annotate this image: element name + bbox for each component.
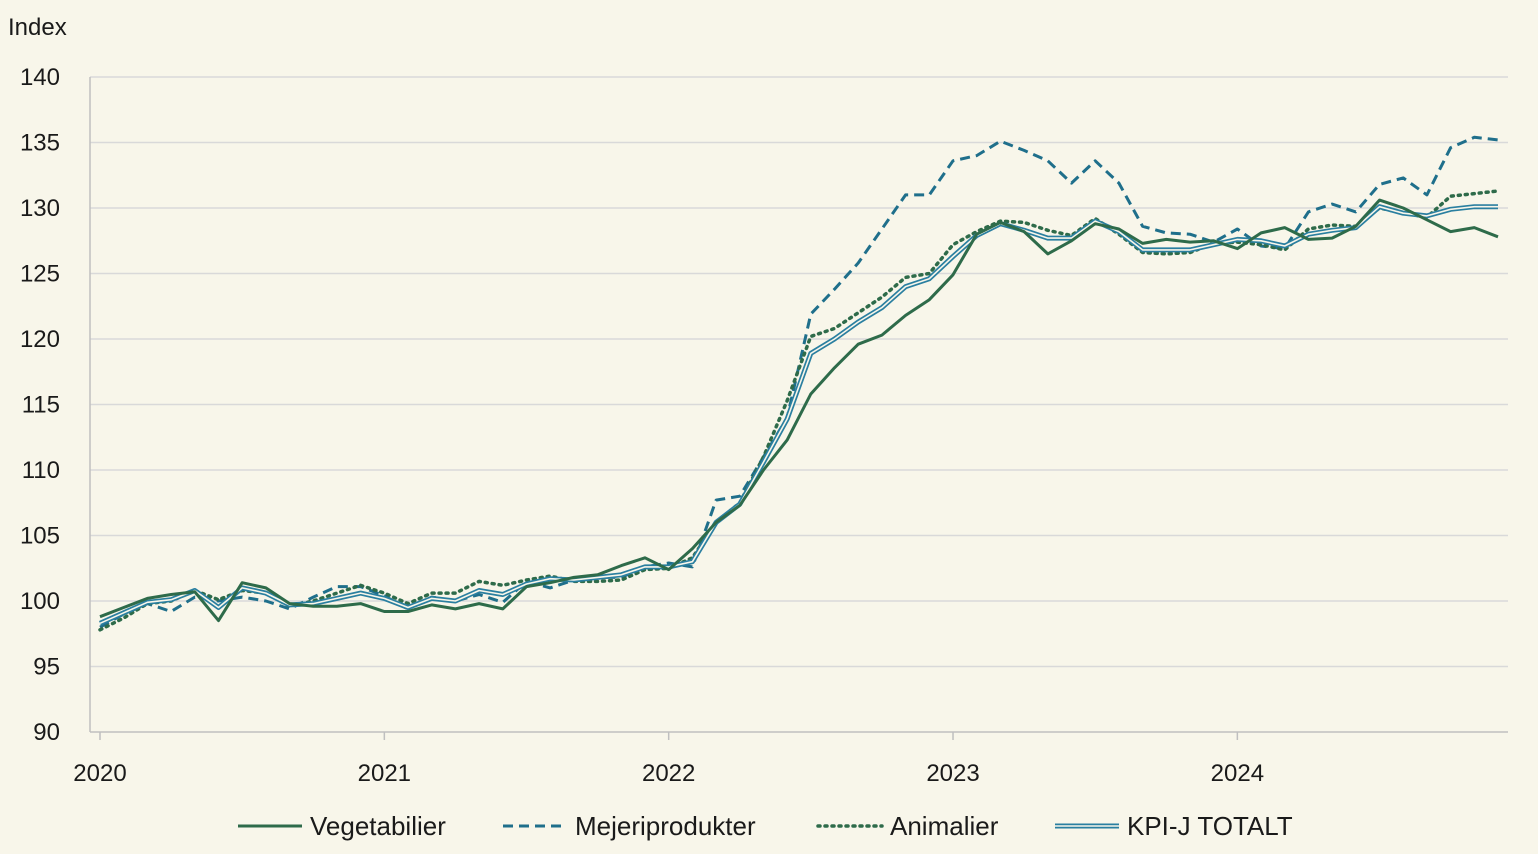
- series-line-vegetabilier: [99, 198, 1499, 623]
- y-axis-ticks: 90 95 100 105 110 115 120 125 130 135 140: [20, 64, 60, 746]
- y-tick-label: 130: [20, 195, 60, 222]
- x-tick-label: 2020: [73, 760, 126, 787]
- y-tick-label: 95: [33, 654, 60, 681]
- y-tick-label: 90: [33, 719, 60, 746]
- x-axis-ticks: 2020 2021 2022 2023 2024: [73, 732, 1264, 787]
- y-tick-label: 105: [20, 523, 60, 550]
- y-tick-label: 140: [20, 64, 60, 91]
- y-tick-label: 125: [20, 261, 60, 288]
- legend-label-kpi-j-totalt: KPI-J TOTALT: [1127, 811, 1293, 841]
- y-tick-label: 110: [22, 457, 60, 484]
- x-tick-label: 2022: [642, 760, 695, 787]
- x-tick-label: 2024: [1211, 760, 1264, 787]
- x-tick-label: 2023: [926, 760, 979, 787]
- legend: Vegetabilier Mejeriprodukter Animalier KPI-…: [238, 811, 1293, 841]
- legend-label-vegetabilier: Vegetabilier: [310, 811, 446, 841]
- legend-label-animalier: Animalier: [890, 811, 999, 841]
- series-lines: [98, 135, 1500, 632]
- y-tick-label: 100: [20, 588, 60, 615]
- y-tick-label: 135: [20, 130, 60, 157]
- y-tick-label: 120: [20, 326, 60, 353]
- gridlines: [89, 76, 1508, 733]
- x-tick-label: 2021: [358, 760, 411, 787]
- y-tick-label: 115: [22, 392, 60, 419]
- series-line-kpi-j-totalt-inner: [99, 205, 1498, 625]
- series-line-animalier: [98, 189, 1500, 632]
- y-axis-title: Index: [8, 14, 67, 41]
- legend-label-mejeriprodukter: Mejeriprodukter: [575, 811, 756, 841]
